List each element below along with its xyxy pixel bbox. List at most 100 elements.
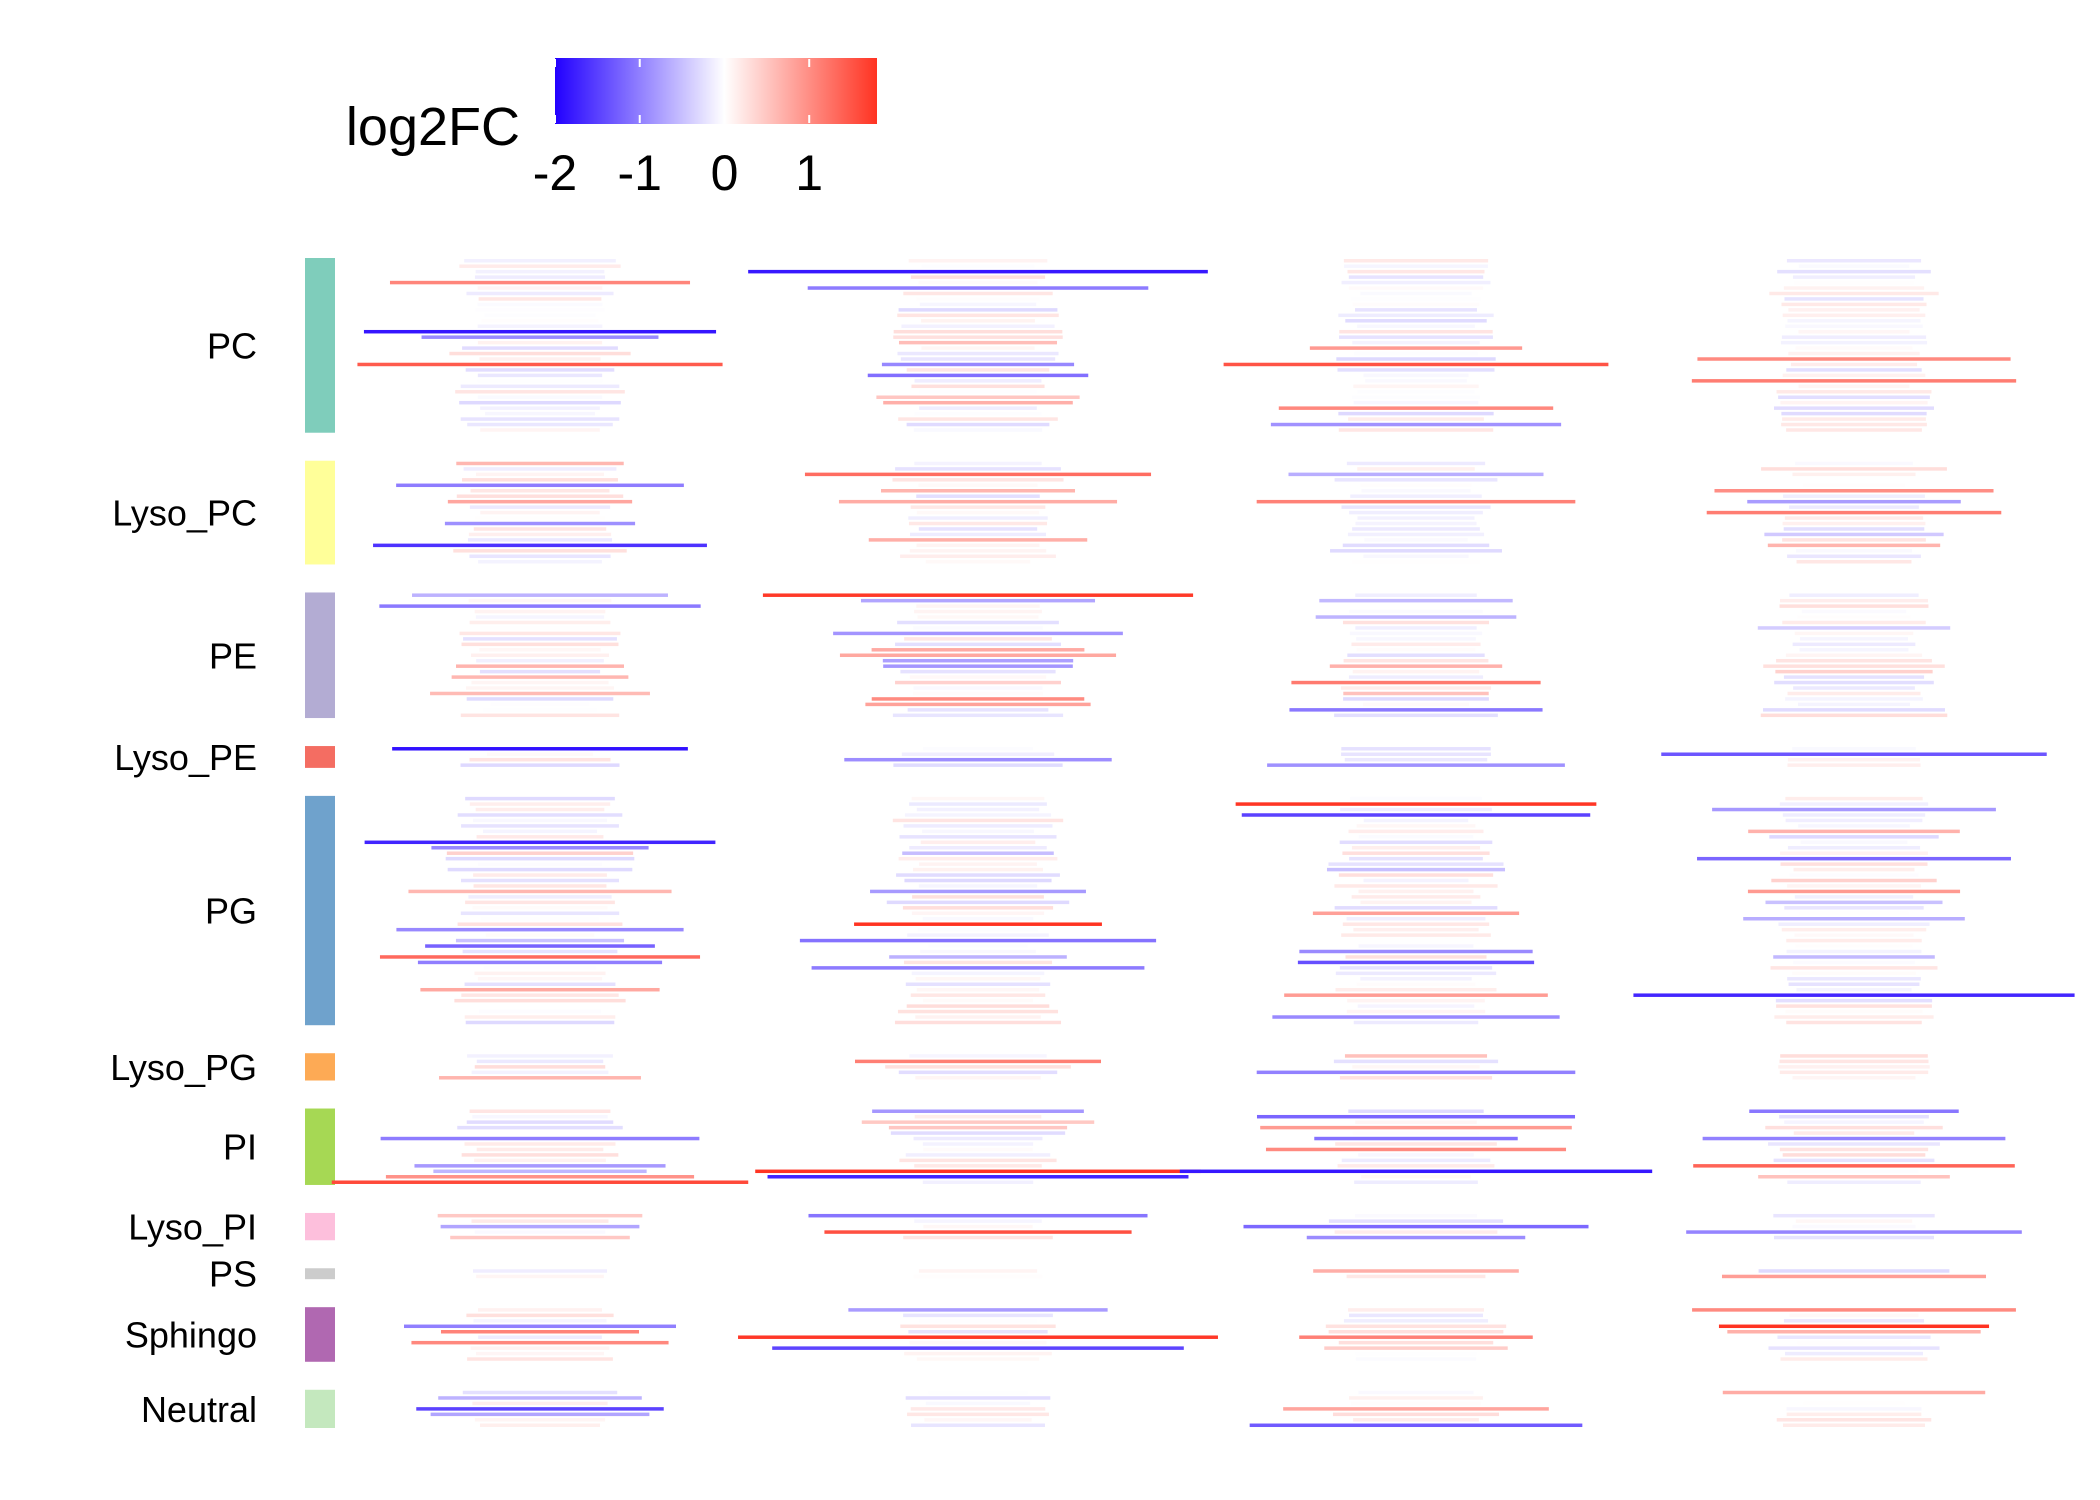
heatmap-cell <box>460 713 620 718</box>
heatmap-cell <box>1780 851 1928 855</box>
heatmap-cell <box>904 637 1052 641</box>
heatmap-cell <box>467 538 613 542</box>
heatmap-cell <box>1334 884 1498 888</box>
heatmap-cell <box>412 593 668 597</box>
heatmap-cell <box>477 340 603 345</box>
heatmap-cell <box>1351 395 1481 399</box>
heatmap-cell <box>1355 1357 1477 1361</box>
heatmap-cell <box>1358 1390 1474 1395</box>
heatmap-cell <box>475 1351 605 1356</box>
heatmap-cell <box>1346 1009 1486 1014</box>
heatmap-cell <box>1343 1319 1489 1323</box>
heatmap-cell <box>1747 889 1961 894</box>
heatmap-cell <box>898 308 1058 312</box>
heatmap-cell <box>465 686 615 690</box>
heatmap-cell <box>1315 615 1517 619</box>
heatmap-cell <box>1764 532 1944 537</box>
heatmap-cell <box>898 340 1058 345</box>
heatmap-cell <box>888 1125 1068 1130</box>
heatmap-cell <box>1796 559 1912 564</box>
heatmap-cell <box>908 521 1048 526</box>
heatmap-cell <box>485 411 595 416</box>
heatmap-cell <box>1790 362 1918 367</box>
heatmap-cell <box>1354 351 1478 356</box>
heatmap-cell <box>1241 813 1591 817</box>
heatmap-cell <box>473 527 607 531</box>
heatmap-cell <box>906 368 1050 372</box>
heatmap-cell <box>1788 351 1920 356</box>
group-bar-ps <box>305 1268 335 1280</box>
heatmap-cell <box>899 1158 1057 1163</box>
group-bar-pe <box>305 592 335 719</box>
heatmap-cell <box>475 308 605 312</box>
heatmap-cell <box>1358 1153 1474 1157</box>
heatmap-cell <box>1786 949 1922 954</box>
heatmap-cell <box>1795 549 1913 553</box>
heatmap-cell <box>453 549 627 553</box>
heatmap-cell <box>470 489 610 493</box>
heatmap-cell <box>1299 949 1533 954</box>
heatmap-cell <box>833 631 1123 636</box>
heatmap-cell <box>918 280 1038 285</box>
heatmap-cell <box>479 669 601 674</box>
heatmap-cell <box>916 604 1040 608</box>
heatmap-cell <box>924 1418 1032 1422</box>
heatmap-cell <box>1787 763 1921 767</box>
heatmap-cell <box>414 1164 666 1168</box>
heatmap-cell <box>1789 1313 1919 1318</box>
heatmap-cell <box>478 1335 602 1339</box>
heatmap-cell <box>1785 796 1923 801</box>
heatmap-cell <box>909 802 1047 806</box>
heatmap-cell <box>465 1020 615 1025</box>
heatmap-cell <box>1798 329 1910 334</box>
heatmap-cell <box>748 269 1208 274</box>
heatmap-cell <box>1256 1070 1576 1075</box>
heatmap-cell <box>907 933 1049 937</box>
heatmap-cell <box>1356 637 1476 641</box>
heatmap-cell <box>1792 472 1916 477</box>
heatmap-cell <box>898 417 1058 421</box>
heatmap-cell <box>914 1114 1042 1119</box>
heatmap-cell <box>1340 807 1492 812</box>
heatmap-cell <box>909 1340 1047 1345</box>
heatmap-cell <box>468 532 612 537</box>
heatmap-cell <box>474 275 606 279</box>
heatmap-cell <box>463 467 617 471</box>
group-bar-lyso-pc <box>305 460 335 565</box>
heatmap-cell <box>468 895 612 899</box>
heatmap-cell <box>465 900 615 905</box>
heatmap-cell <box>1338 1340 1494 1345</box>
heatmap-cell <box>855 1059 1101 1064</box>
heatmap-cell <box>1714 489 1994 493</box>
heatmap-cell <box>474 609 606 614</box>
heatmap-cell <box>473 873 607 877</box>
heatmap-cell <box>1788 982 1920 987</box>
heatmap-cell <box>420 987 660 992</box>
heatmap-cell <box>1779 604 1929 608</box>
heatmap-cell <box>1349 856 1483 861</box>
heatmap-cell <box>1697 357 2011 361</box>
heatmap-cell <box>1789 505 1919 509</box>
heatmap-cell <box>1338 313 1494 318</box>
heatmap-cell <box>913 686 1043 690</box>
heatmap-cell <box>838 499 1118 504</box>
heatmap-cell <box>1352 527 1480 531</box>
group-label-ps: PS <box>209 1254 257 1295</box>
heatmap-cell <box>1792 971 1916 976</box>
heatmap-cell <box>455 390 625 394</box>
heatmap-cell <box>1779 1147 1929 1152</box>
heatmap-cell <box>918 1269 1038 1273</box>
heatmap-cell <box>897 620 1059 625</box>
heatmap-cell <box>880 489 1076 493</box>
heatmap-cell <box>922 998 1034 1003</box>
heatmap-cell <box>469 620 611 625</box>
heatmap-cell <box>914 461 1042 466</box>
heatmap-cell <box>465 368 615 372</box>
heatmap-cell <box>900 1324 1056 1329</box>
heatmap-cell <box>908 1330 1048 1334</box>
heatmap-cell <box>476 1147 604 1152</box>
heatmap-cell <box>916 297 1040 301</box>
heatmap-cell <box>1363 818 1469 823</box>
heatmap-cell <box>1769 291 1939 296</box>
heatmap-cell <box>909 846 1047 850</box>
